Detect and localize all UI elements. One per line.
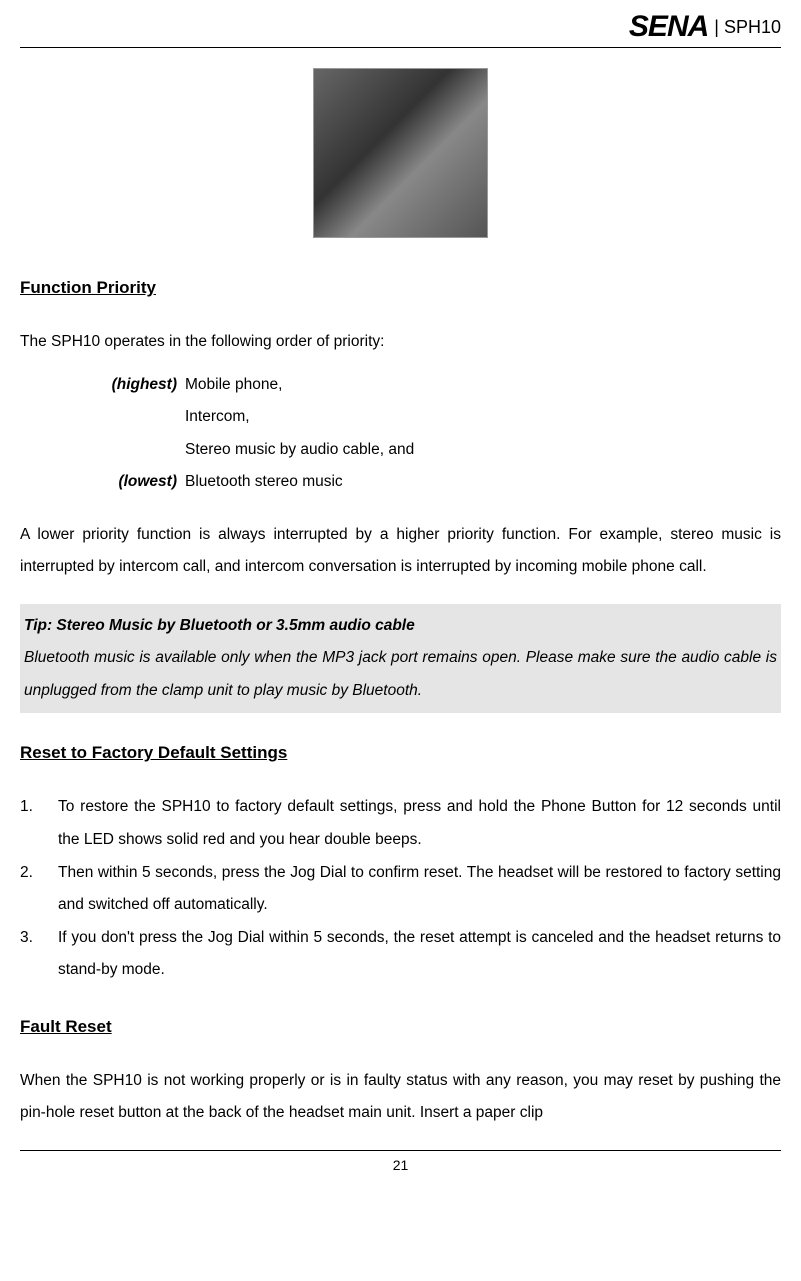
tip-title: Tip: Stereo Music by Bluetooth or 3.5mm … xyxy=(24,610,777,643)
fault-reset-paragraph: When the SPH10 is not working properly o… xyxy=(20,1065,781,1130)
page-container: SENA | SPH10 Function Priority The SPH10… xyxy=(0,0,801,1193)
tip-box: Tip: Stereo Music by Bluetooth or 3.5mm … xyxy=(20,604,781,714)
reset-steps: 1. To restore the SPH10 to factory defau… xyxy=(20,791,781,986)
priority-row: Stereo music by audio cable, and xyxy=(20,434,781,467)
list-number: 3. xyxy=(20,922,58,987)
product-label: | SPH10 xyxy=(714,17,781,38)
tip-body: Bluetooth music is available only when t… xyxy=(24,642,777,707)
section-heading-reset: Reset to Factory Default Settings xyxy=(20,743,781,763)
figure-placeholder xyxy=(313,68,488,238)
page-number: 21 xyxy=(393,1157,409,1173)
list-text: If you don't press the Jog Dial within 5… xyxy=(58,922,781,987)
page-header: SENA | SPH10 xyxy=(20,10,781,48)
list-item: 1. To restore the SPH10 to factory defau… xyxy=(20,791,781,856)
product-figure xyxy=(20,68,781,238)
priority-explanation: A lower priority function is always inte… xyxy=(20,519,781,584)
list-number: 1. xyxy=(20,791,58,856)
list-item: 3. If you don't press the Jog Dial withi… xyxy=(20,922,781,987)
priority-label xyxy=(20,434,185,467)
priority-row: (lowest) Bluetooth stereo music xyxy=(20,466,781,499)
priority-row: Intercom, xyxy=(20,401,781,434)
priority-label: (highest) xyxy=(20,369,185,402)
list-number: 2. xyxy=(20,857,58,922)
list-text: Then within 5 seconds, press the Jog Dia… xyxy=(58,857,781,922)
section-heading-function-priority: Function Priority xyxy=(20,278,781,298)
priority-label: (lowest) xyxy=(20,466,185,499)
priority-list: (highest) Mobile phone, Intercom, Stereo… xyxy=(20,369,781,499)
section-heading-fault-reset: Fault Reset xyxy=(20,1017,781,1037)
list-item: 2. Then within 5 seconds, press the Jog … xyxy=(20,857,781,922)
list-text: To restore the SPH10 to factory default … xyxy=(58,791,781,856)
page-footer: 21 xyxy=(20,1150,781,1173)
priority-value: Mobile phone, xyxy=(185,369,781,402)
intro-paragraph: The SPH10 operates in the following orde… xyxy=(20,326,781,359)
priority-value: Intercom, xyxy=(185,401,781,434)
brand-logo: SENA xyxy=(629,10,708,44)
priority-value: Stereo music by audio cable, and xyxy=(185,434,781,467)
priority-label xyxy=(20,401,185,434)
priority-value: Bluetooth stereo music xyxy=(185,466,781,499)
priority-row: (highest) Mobile phone, xyxy=(20,369,781,402)
